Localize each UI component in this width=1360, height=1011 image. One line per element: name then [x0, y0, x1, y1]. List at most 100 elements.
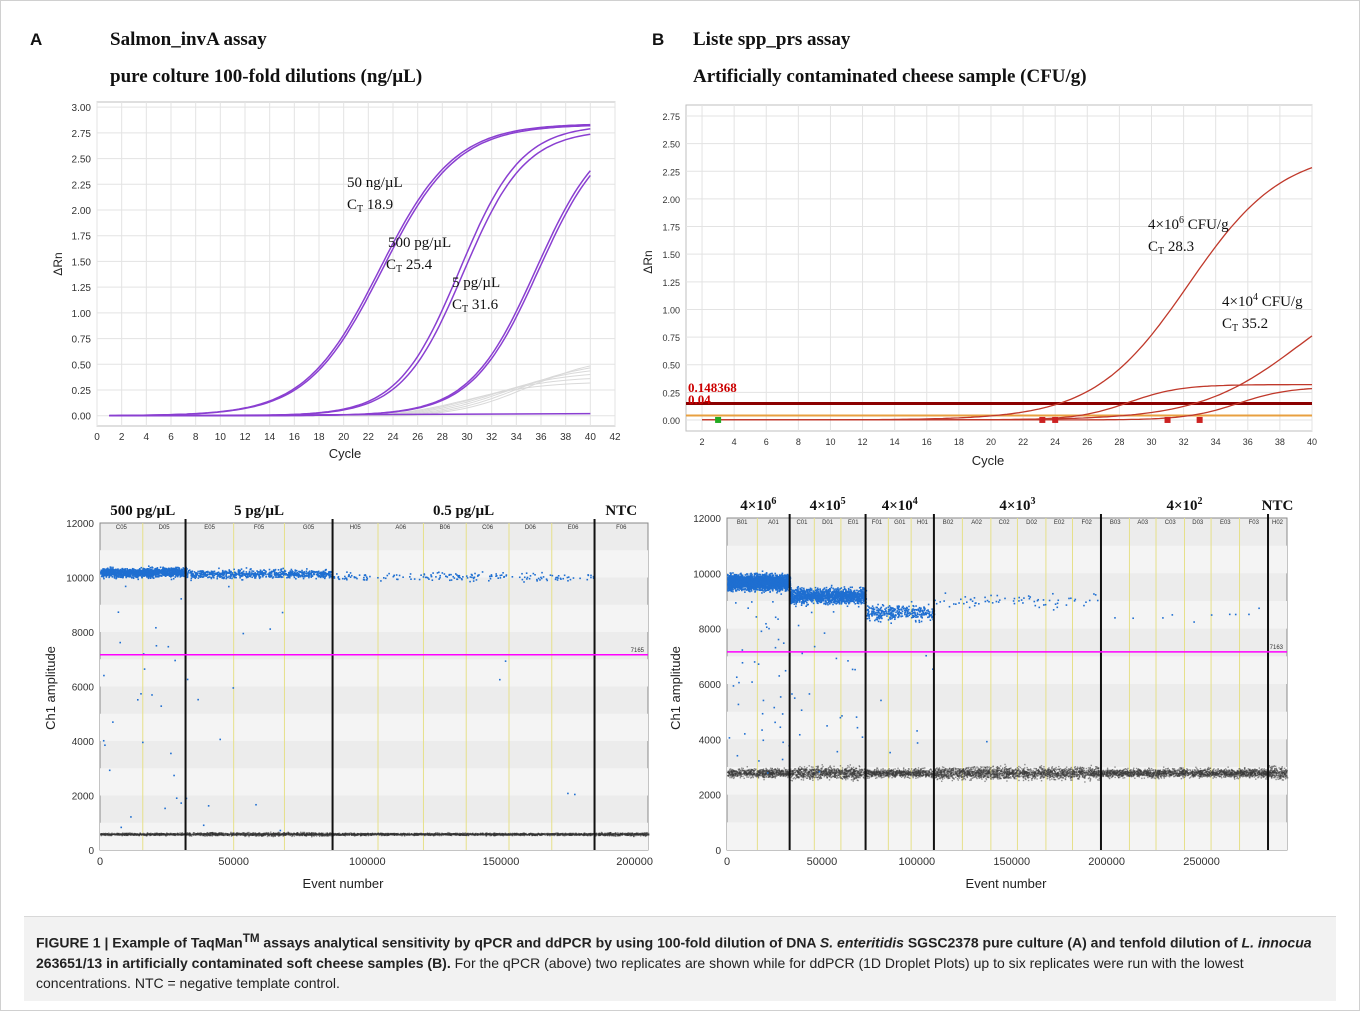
negative-droplet — [224, 834, 226, 837]
negative-droplet — [142, 832, 145, 835]
negative-droplet — [249, 833, 251, 836]
chart-a-annot-1-conc: 50 ng/µL — [347, 175, 403, 191]
positive-droplet — [281, 573, 283, 575]
positive-droplet — [221, 574, 224, 576]
ct-marker — [1039, 416, 1046, 423]
positive-droplet — [277, 573, 280, 576]
negative-droplet — [220, 832, 222, 834]
negative-droplet — [137, 833, 140, 836]
rain-droplet — [228, 585, 230, 588]
positive-droplet — [119, 574, 121, 576]
positive-droplet — [121, 574, 124, 576]
positive-droplet — [292, 572, 295, 575]
rain-droplet — [143, 668, 146, 670]
x-tick-label: 26 — [412, 432, 424, 443]
positive-droplet — [187, 569, 190, 572]
chart-b-annot-1-ct: CT 28.3 — [1148, 239, 1194, 257]
negative-droplet — [236, 832, 238, 834]
positive-droplet — [112, 566, 114, 569]
negative-droplet — [156, 832, 159, 835]
negative-droplet — [165, 834, 167, 837]
positive-droplet — [148, 573, 151, 576]
negative-droplet — [162, 834, 164, 836]
negative-droplet — [123, 833, 125, 836]
positive-droplet — [157, 569, 159, 571]
positive-droplet — [306, 572, 308, 574]
positive-droplet — [178, 571, 181, 574]
rain-droplet — [112, 721, 114, 723]
positive-droplet — [132, 573, 135, 575]
positive-droplet — [251, 570, 253, 572]
positive-droplet — [124, 570, 126, 573]
rain-droplet — [117, 611, 120, 614]
y-tick-label: 2.75 — [662, 112, 680, 122]
y-tick-label: 1.25 — [662, 278, 680, 288]
positive-droplet — [277, 572, 280, 574]
positive-droplet — [104, 573, 107, 575]
positive-droplet — [241, 579, 244, 581]
positive-droplet — [176, 568, 178, 571]
positive-droplet — [288, 572, 290, 575]
positive-droplet — [211, 571, 213, 573]
positive-droplet — [301, 569, 303, 572]
negative-droplet — [125, 834, 127, 837]
positive-droplet — [313, 573, 316, 576]
negative-droplet — [279, 834, 281, 837]
positive-droplet — [101, 569, 103, 572]
negative-droplet — [160, 834, 162, 836]
positive-droplet — [205, 574, 207, 576]
positive-droplet — [197, 570, 199, 573]
negative-droplet — [274, 835, 276, 837]
positive-droplet — [315, 577, 317, 580]
positive-droplet — [219, 574, 221, 576]
positive-droplet — [138, 570, 141, 573]
positive-droplet — [277, 569, 280, 571]
negative-droplet — [108, 832, 110, 834]
panel-b-subtitle: Artificially contaminated cheese sample … — [693, 66, 1087, 87]
negative-droplet — [329, 833, 331, 836]
positive-droplet — [300, 571, 303, 574]
negative-droplet — [136, 834, 138, 836]
positive-droplet — [147, 577, 150, 580]
negative-droplet — [163, 834, 165, 836]
positive-droplet — [228, 570, 231, 572]
positive-droplet — [228, 575, 230, 578]
positive-droplet — [225, 577, 228, 580]
positive-droplet — [217, 571, 220, 574]
positive-droplet — [163, 570, 166, 572]
positive-droplet — [221, 577, 224, 579]
negative-droplet — [139, 833, 141, 836]
negative-droplet — [237, 833, 239, 836]
positive-droplet — [190, 574, 193, 577]
panel-b-letter: B — [652, 30, 664, 49]
positive-droplet — [245, 575, 247, 577]
positive-droplet — [258, 576, 261, 578]
negative-droplet — [110, 834, 112, 837]
negative-droplet — [150, 834, 153, 836]
positive-droplet — [196, 573, 199, 576]
positive-droplet — [179, 576, 182, 578]
negative-droplet — [170, 833, 172, 836]
chart-a-ddpcr: C05 D05 E05 F05 G05 H05 A06 B06 C06 D06 E06 F06500 … — [43, 503, 653, 891]
rain-droplet — [174, 659, 176, 662]
positive-droplet — [190, 579, 192, 582]
negative-droplet — [171, 833, 174, 835]
positive-droplet — [306, 568, 308, 570]
positive-droplet — [237, 569, 240, 571]
rain-droplet — [151, 694, 153, 696]
x-tick-label: 0 — [94, 432, 100, 443]
positive-droplet — [268, 568, 271, 571]
rain-droplet — [170, 752, 172, 755]
positive-droplet — [109, 572, 112, 575]
x-tick-label: 14 — [264, 432, 276, 443]
positive-droplet — [211, 573, 214, 575]
positive-droplet — [218, 567, 220, 570]
negative-droplet — [292, 833, 295, 835]
negative-droplet — [217, 832, 220, 835]
rain-droplet — [164, 807, 166, 810]
rain-droplet — [242, 632, 245, 635]
negative-droplet — [149, 833, 151, 836]
positive-droplet — [201, 574, 204, 576]
positive-droplet — [252, 570, 255, 573]
chart-b-ylabel: ΔRn — [641, 250, 655, 273]
